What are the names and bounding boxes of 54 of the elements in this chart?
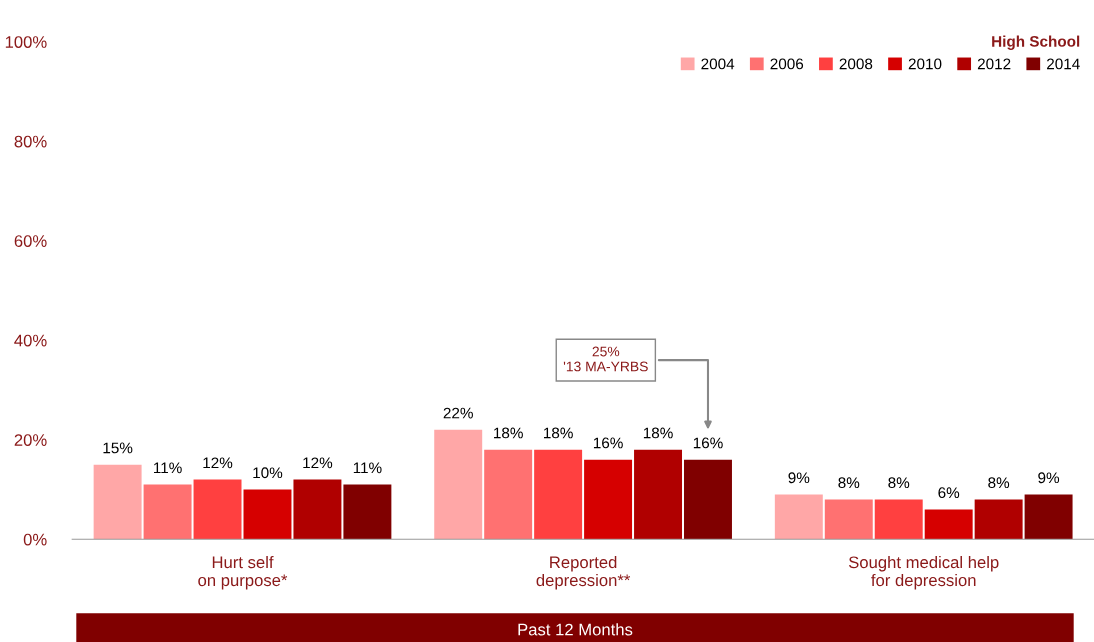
text: 6% — [938, 487, 960, 499]
bar — [584, 459, 633, 540]
bar — [143, 484, 192, 540]
bar — [924, 509, 973, 540]
legend-label: 2010 — [908, 58, 942, 70]
bar — [434, 429, 483, 540]
legend-label: 2006 — [770, 58, 804, 70]
x-tick-label: Reported depression** — [536, 555, 631, 590]
x-tick-label: Hurt self on purpose* — [198, 555, 288, 590]
legend-label: 2004 — [701, 58, 735, 70]
legend-label: 2014 — [1047, 58, 1080, 70]
text: 9% — [1038, 472, 1060, 484]
annotation: 25% '13 MA-YRBS — [563, 346, 648, 372]
bar — [684, 459, 732, 540]
legend-label: 2012 — [977, 58, 1011, 70]
bar — [974, 499, 1023, 540]
bar — [343, 484, 392, 540]
text: 15% — [103, 442, 133, 454]
text: Past 12 Months — [518, 623, 633, 636]
text: 16% — [693, 437, 723, 449]
bar — [534, 449, 583, 540]
text: 22% — [443, 407, 473, 419]
text: 18% — [544, 427, 573, 439]
y-tick-label: 100% — [5, 36, 47, 48]
text: 11% — [154, 462, 182, 474]
bar — [1024, 494, 1073, 540]
y-tick-label: 80% — [14, 135, 47, 148]
bar — [293, 479, 342, 540]
text: 8% — [888, 477, 910, 489]
text: 18% — [494, 427, 523, 439]
text: 12% — [303, 457, 333, 469]
y-tick-label: 60% — [14, 235, 47, 247]
bar — [774, 494, 823, 540]
text: 9% — [788, 472, 810, 484]
bar — [193, 479, 242, 540]
x-tick-label: Sought medical help for depression — [848, 555, 999, 590]
bar — [824, 499, 873, 540]
legend-title: High School — [992, 35, 1080, 50]
bar — [93, 464, 142, 540]
bar — [243, 489, 292, 540]
y-tick-label: 0% — [23, 533, 47, 546]
text: 11% — [353, 462, 382, 474]
text: 16% — [593, 437, 623, 449]
text: 18% — [643, 427, 673, 439]
bar — [634, 449, 683, 540]
text: 12% — [203, 457, 233, 469]
y-tick-label: 20% — [14, 434, 47, 446]
bar — [484, 449, 533, 540]
text: 10% — [253, 467, 283, 479]
text: 8% — [988, 477, 1010, 489]
y-tick-label: 40% — [14, 334, 47, 347]
legend-label: 2008 — [839, 58, 873, 70]
text: 8% — [838, 477, 860, 489]
bar — [874, 499, 923, 540]
